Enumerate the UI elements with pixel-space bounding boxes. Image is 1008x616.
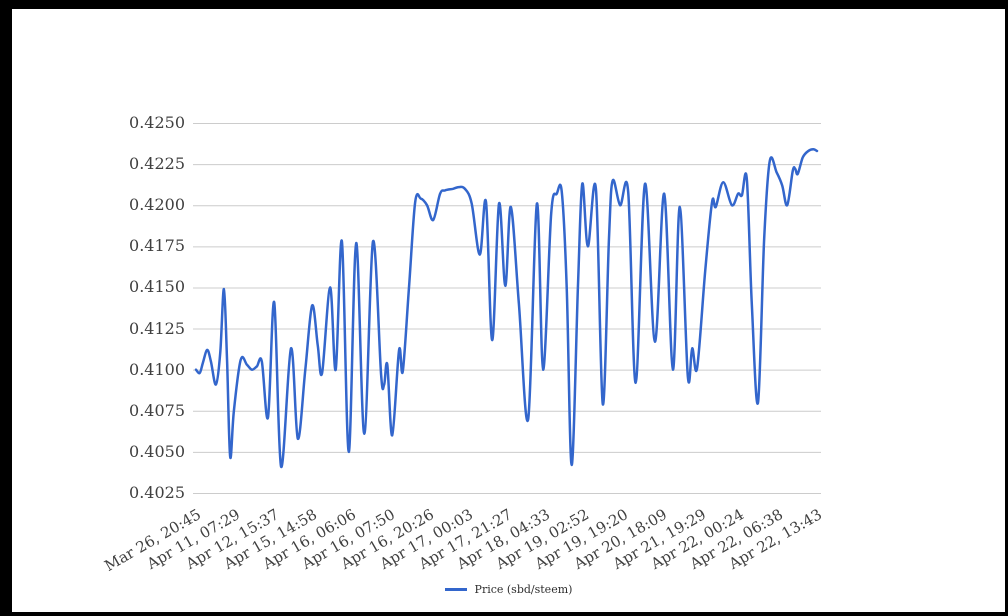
y-tick-label: 0.4025 [129,483,185,502]
legend: Price (sbd/steem) [12,583,1005,596]
y-tick-label: 0.4050 [129,441,185,461]
y-tick-label: 0.4100 [129,359,185,379]
y-tick-label: 0.4200 [129,195,185,215]
y-tick-label: 0.4075 [129,400,185,420]
legend-label: Price (sbd/steem) [474,583,573,596]
y-tick-label: 0.4150 [129,277,185,297]
y-tick-label: 0.4175 [129,236,185,256]
y-tick-label: 0.4225 [129,154,185,174]
price-series-line [194,148,819,468]
y-tick-label: 0.4250 [129,113,185,132]
legend-line-swatch [444,588,467,591]
y-tick-label: 0.4125 [129,318,185,338]
chart-canvas [12,9,1005,612]
